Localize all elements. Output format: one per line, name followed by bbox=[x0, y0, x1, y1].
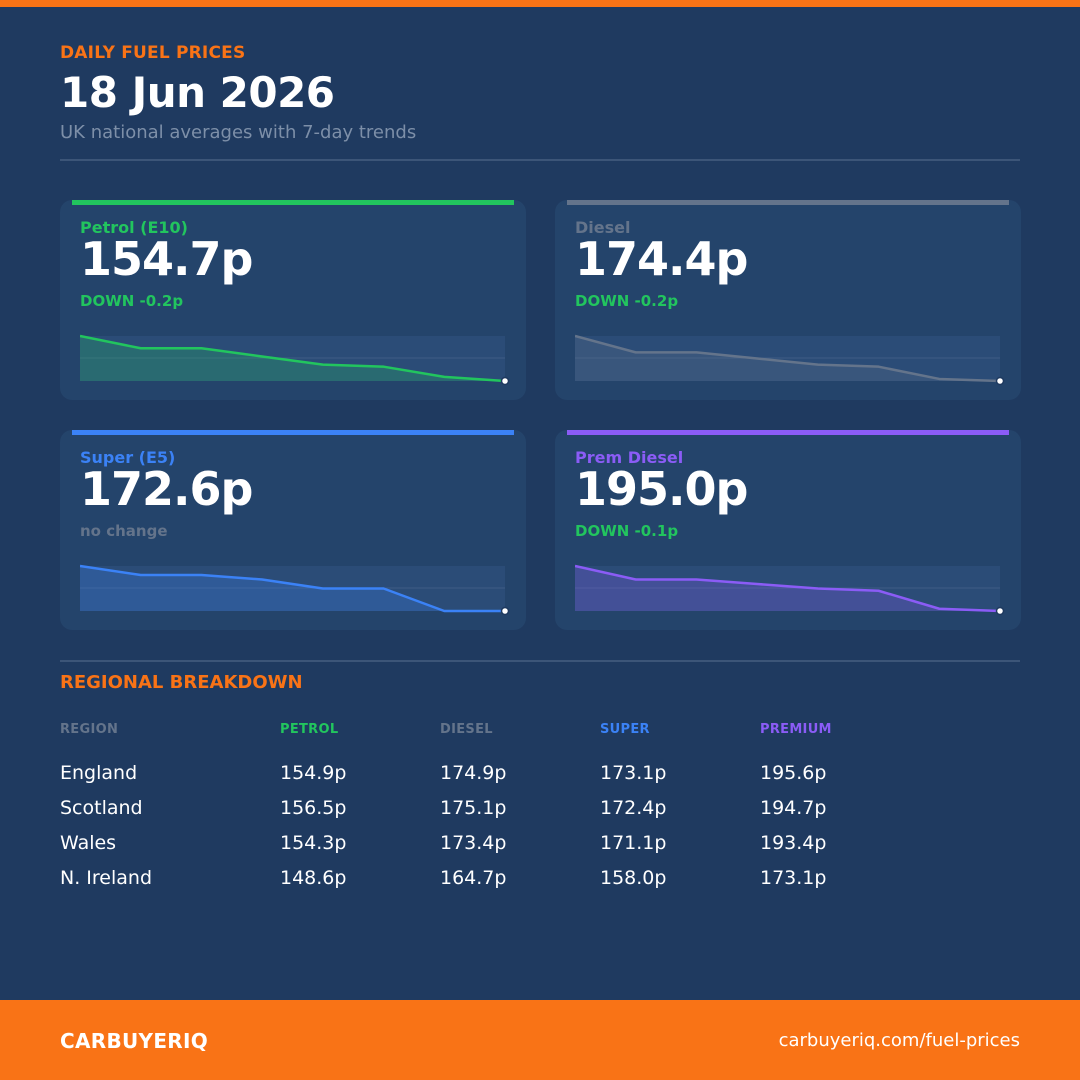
footer-url-link[interactable]: carbuyeriq.com/fuel-prices bbox=[778, 1030, 1020, 1051]
region-name: N. Ireland bbox=[60, 867, 153, 889]
card-accent-bar bbox=[72, 430, 514, 435]
card-accent-bar bbox=[567, 430, 1009, 435]
card-fuel-label: Prem Diesel bbox=[575, 448, 684, 467]
sparkline-line bbox=[575, 564, 1001, 613]
region-super-price: 158.0p bbox=[600, 867, 667, 889]
region-premium-price: 195.6p bbox=[760, 762, 827, 784]
sparkline-current-point bbox=[995, 606, 1005, 616]
region-premium-price: 173.1p bbox=[760, 867, 827, 889]
card-accent-bar bbox=[72, 200, 514, 205]
eyebrow-label: DAILY FUEL PRICES bbox=[60, 43, 246, 63]
section-divider bbox=[60, 660, 1020, 662]
region-super-price: 172.4p bbox=[600, 797, 667, 819]
sparkline-line bbox=[80, 564, 505, 613]
region-premium-price: 193.4p bbox=[760, 832, 827, 854]
column-header-petrol: PETROL bbox=[280, 722, 339, 737]
page-title: 18 Jun 2026 bbox=[60, 68, 335, 117]
petrol-price-card: Petrol (E10) 154.7p DOWN -0.2p bbox=[60, 200, 526, 400]
region-diesel-price: 175.1p bbox=[440, 797, 507, 819]
column-header-region: REGION bbox=[60, 722, 119, 737]
card-accent-bar bbox=[567, 200, 1009, 205]
sparkline-area bbox=[575, 566, 1000, 611]
sparkline-area bbox=[80, 566, 505, 611]
region-name: Scotland bbox=[60, 797, 143, 819]
card-price-value: 174.4p bbox=[575, 232, 748, 286]
card-price-change: DOWN -0.2p bbox=[575, 292, 679, 310]
region-petrol-price: 154.3p bbox=[280, 832, 347, 854]
region-petrol-price: 156.5p bbox=[280, 797, 347, 819]
column-header-super: SUPER bbox=[600, 722, 650, 737]
region-name: Wales bbox=[60, 832, 117, 854]
sparkline-current-point bbox=[995, 376, 1005, 386]
region-diesel-price: 173.4p bbox=[440, 832, 507, 854]
region-name: England bbox=[60, 762, 138, 784]
header-divider bbox=[60, 159, 1020, 161]
super-price-card: Super (E5) 172.6p no change bbox=[60, 430, 526, 630]
region-super-price: 171.1p bbox=[600, 832, 667, 854]
diesel-sparkline bbox=[575, 334, 1005, 386]
region-diesel-price: 174.9p bbox=[440, 762, 507, 784]
card-price-change: DOWN -0.1p bbox=[575, 522, 679, 540]
region-petrol-price: 148.6p bbox=[280, 867, 347, 889]
brand-logo-text: CARBUYERIQ bbox=[60, 1029, 209, 1053]
sparkline-line bbox=[575, 334, 1001, 383]
region-super-price: 173.1p bbox=[600, 762, 667, 784]
page-subtitle: UK national averages with 7-day trends bbox=[60, 122, 417, 143]
card-price-value: 195.0p bbox=[575, 462, 748, 516]
region-premium-price: 194.7p bbox=[760, 797, 827, 819]
card-fuel-label: Super (E5) bbox=[80, 448, 176, 467]
column-header-diesel: DIESEL bbox=[440, 722, 493, 737]
top-accent-bar bbox=[0, 0, 1080, 7]
column-header-premium: PREMIUM bbox=[760, 722, 832, 737]
sparkline-current-point bbox=[500, 376, 510, 386]
footer-bar: CARBUYERIQ carbuyeriq.com/fuel-prices bbox=[0, 1000, 1080, 1080]
card-fuel-label: Petrol (E10) bbox=[80, 218, 188, 237]
card-fuel-label: Diesel bbox=[575, 218, 631, 237]
premium-diesel-price-card: Prem Diesel 195.0p DOWN -0.1p bbox=[555, 430, 1021, 630]
region-petrol-price: 154.9p bbox=[280, 762, 347, 784]
regional-breakdown-title: REGIONAL BREAKDOWN bbox=[60, 672, 303, 693]
sparkline-line bbox=[80, 334, 506, 383]
card-price-change: no change bbox=[80, 522, 168, 540]
region-diesel-price: 164.7p bbox=[440, 867, 507, 889]
card-price-change: DOWN -0.2p bbox=[80, 292, 184, 310]
super-sparkline bbox=[80, 564, 510, 616]
premium-diesel-sparkline bbox=[575, 564, 1005, 616]
diesel-price-card: Diesel 174.4p DOWN -0.2p bbox=[555, 200, 1021, 400]
card-price-value: 154.7p bbox=[80, 232, 253, 286]
sparkline-current-point bbox=[500, 606, 510, 616]
petrol-sparkline bbox=[80, 334, 510, 386]
card-price-value: 172.6p bbox=[80, 462, 253, 516]
